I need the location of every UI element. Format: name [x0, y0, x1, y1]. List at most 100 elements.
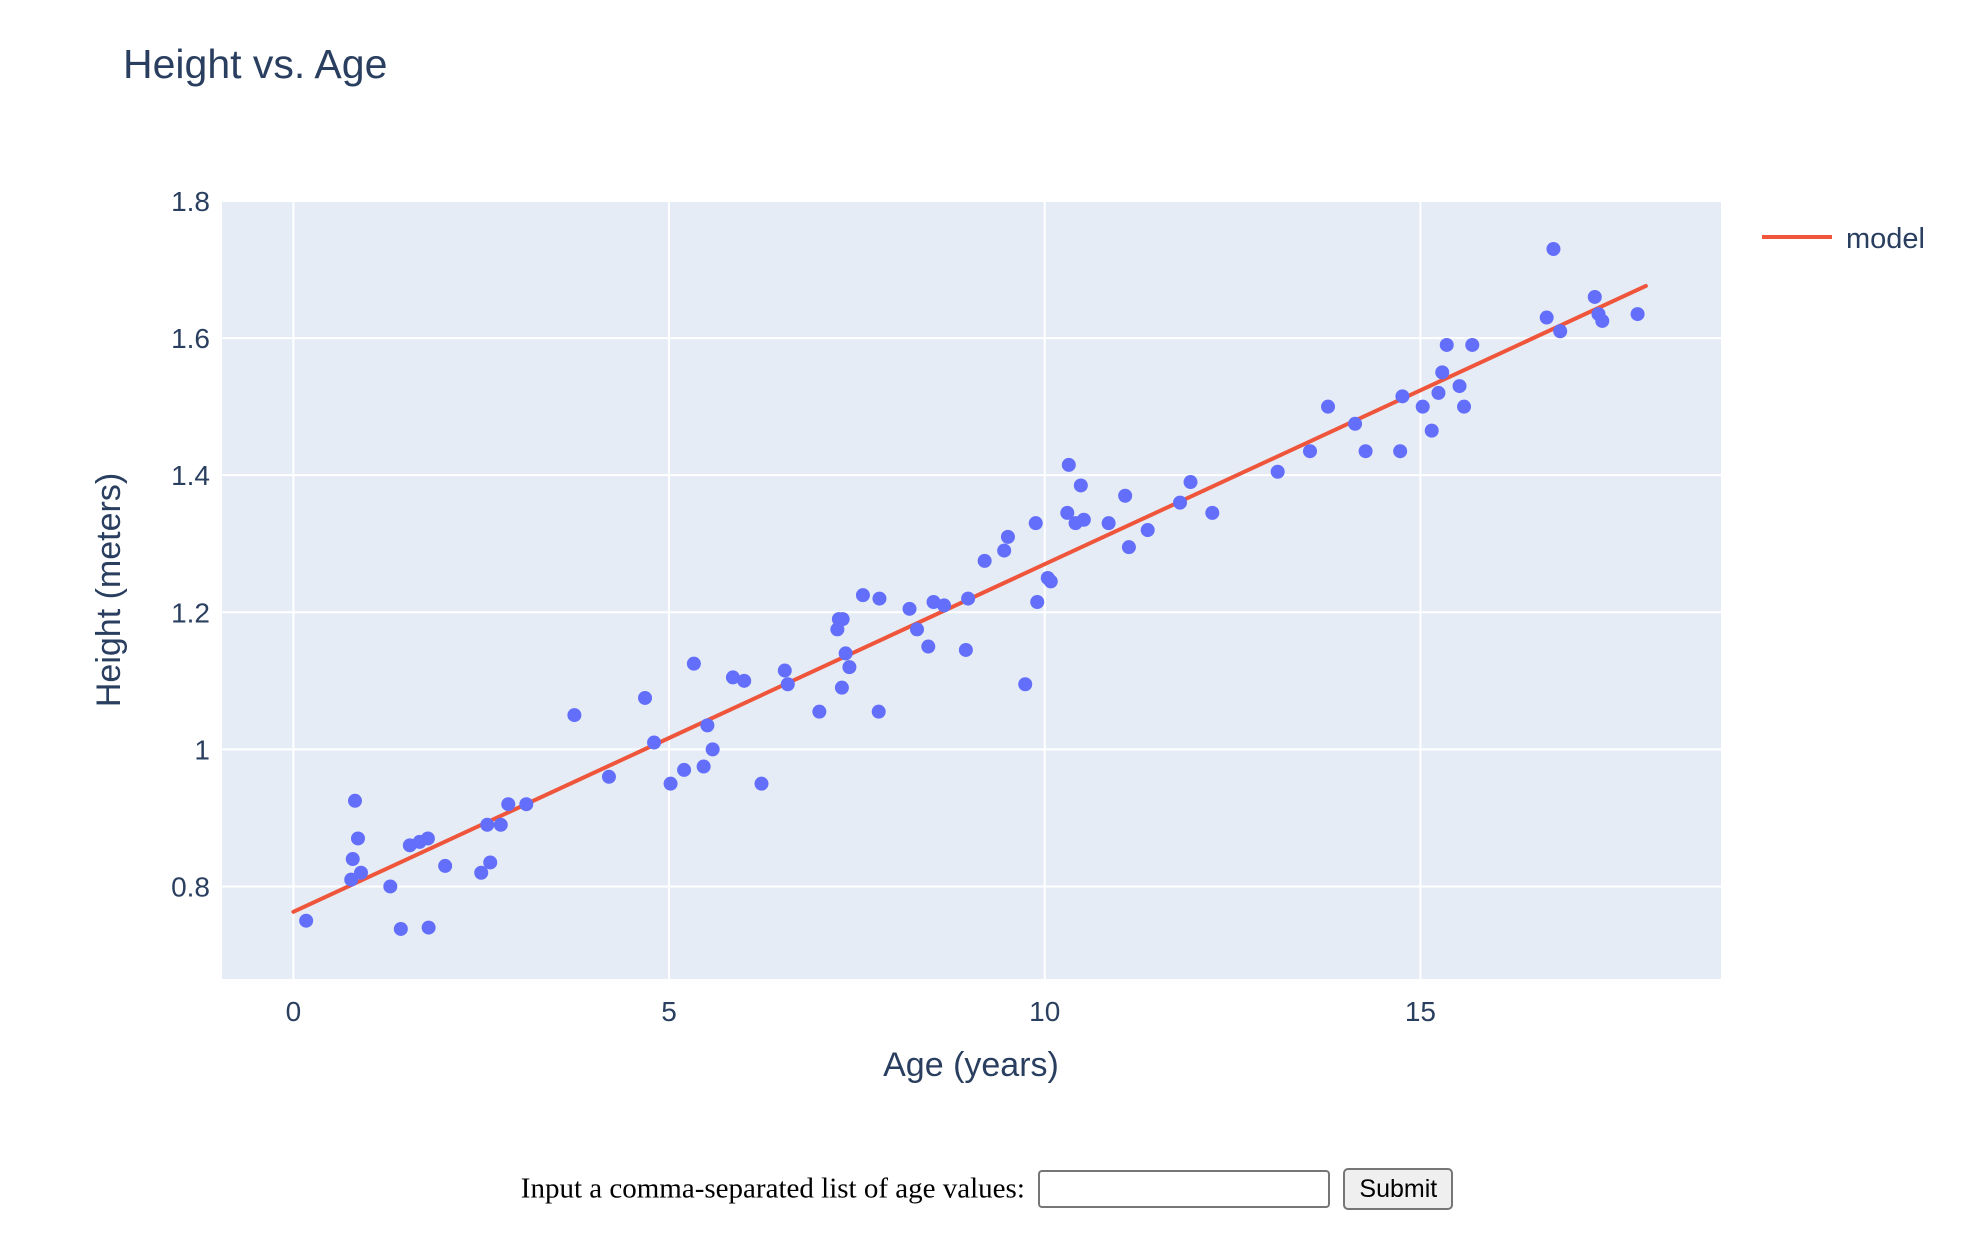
age-input-form: Input a comma-separated list of age valu… — [0, 1168, 1974, 1210]
data-point[interactable] — [1395, 389, 1410, 404]
data-point[interactable] — [1030, 594, 1045, 609]
data-point[interactable] — [1000, 529, 1015, 544]
data-point[interactable] — [1424, 423, 1439, 438]
x-tick-label: 5 — [661, 996, 677, 1027]
data-point[interactable] — [1060, 505, 1075, 520]
data-point[interactable] — [834, 680, 849, 695]
data-point[interactable] — [474, 865, 489, 880]
data-point[interactable] — [961, 591, 976, 606]
data-point[interactable] — [483, 855, 498, 870]
data-point[interactable] — [872, 591, 887, 606]
data-point[interactable] — [1073, 478, 1088, 493]
data-point[interactable] — [1028, 516, 1043, 531]
data-point[interactable] — [921, 639, 936, 654]
data-point[interactable] — [700, 718, 715, 733]
data-point[interactable] — [1101, 516, 1116, 531]
data-point[interactable] — [1173, 495, 1188, 510]
data-point[interactable] — [501, 797, 516, 812]
data-point[interactable] — [696, 759, 711, 774]
data-point[interactable] — [354, 865, 369, 880]
data-point[interactable] — [663, 776, 678, 791]
data-point[interactable] — [1435, 365, 1450, 380]
data-point[interactable] — [997, 543, 1012, 558]
data-point[interactable] — [977, 553, 992, 568]
data-point[interactable] — [777, 663, 792, 678]
data-point[interactable] — [1546, 241, 1561, 256]
data-point[interactable] — [1121, 540, 1136, 555]
data-point[interactable] — [677, 762, 692, 777]
data-point[interactable] — [1457, 399, 1472, 414]
data-point[interactable] — [638, 690, 653, 705]
data-point[interactable] — [1393, 444, 1408, 459]
data-points — [299, 241, 1645, 936]
data-point[interactable] — [1553, 324, 1568, 339]
y-tick-label: 1.8 — [171, 186, 210, 217]
data-point[interactable] — [299, 913, 314, 928]
age-input-label: Input a comma-separated list of age valu… — [520, 1172, 1025, 1205]
data-point[interactable] — [910, 622, 925, 637]
data-point[interactable] — [1140, 523, 1155, 538]
data-point[interactable] — [838, 646, 853, 661]
data-point[interactable] — [705, 742, 720, 757]
x-tick-label: 0 — [286, 996, 302, 1027]
data-point[interactable] — [754, 776, 769, 791]
data-point[interactable] — [567, 708, 582, 723]
data-point[interactable] — [1465, 337, 1480, 352]
data-point[interactable] — [393, 921, 408, 936]
data-point[interactable] — [1183, 475, 1198, 490]
data-point[interactable] — [1439, 337, 1454, 352]
data-point[interactable] — [1415, 399, 1430, 414]
data-point[interactable] — [871, 704, 886, 719]
gridlines — [222, 200, 1721, 979]
data-point[interactable] — [420, 831, 435, 846]
y-tick-label: 1.4 — [171, 460, 210, 491]
data-point[interactable] — [1205, 505, 1220, 520]
data-point[interactable] — [1302, 444, 1317, 459]
data-point[interactable] — [383, 879, 398, 894]
height-age-chart: Height vs. Age 0 5 10 15 0.8 1 1.2 1.4 1.6 1.8 A… — [90, 41, 1925, 1084]
data-point[interactable] — [1358, 444, 1373, 459]
data-point[interactable] — [1452, 379, 1467, 394]
data-point[interactable] — [350, 831, 365, 846]
data-point[interactable] — [855, 588, 870, 603]
x-axis-label: Age (years) — [883, 1046, 1059, 1084]
data-point[interactable] — [812, 704, 827, 719]
data-point[interactable] — [725, 670, 740, 685]
submit-button[interactable]: Submit — [1343, 1168, 1454, 1210]
data-point[interactable] — [902, 601, 917, 616]
data-point[interactable] — [1118, 488, 1133, 503]
data-point[interactable] — [842, 660, 857, 675]
data-point[interactable] — [345, 852, 360, 867]
data-point[interactable] — [1587, 289, 1602, 304]
data-point[interactable] — [780, 677, 795, 692]
age-values-input[interactable] — [1038, 1170, 1331, 1208]
data-point[interactable] — [480, 817, 495, 832]
data-point[interactable] — [958, 642, 973, 657]
data-point[interactable] — [344, 872, 359, 887]
data-point[interactable] — [347, 793, 362, 808]
data-point[interactable] — [835, 612, 850, 627]
data-point[interactable] — [601, 769, 616, 784]
data-point[interactable] — [1348, 416, 1363, 431]
data-point[interactable] — [519, 797, 534, 812]
data-point[interactable] — [926, 594, 941, 609]
data-point[interactable] — [1270, 464, 1285, 479]
data-point[interactable] — [493, 817, 508, 832]
data-point[interactable] — [737, 673, 752, 688]
data-point[interactable] — [1018, 677, 1033, 692]
data-point[interactable] — [647, 735, 662, 750]
data-point[interactable] — [937, 598, 952, 613]
data-point[interactable] — [1061, 457, 1076, 472]
data-point[interactable] — [1076, 512, 1091, 527]
data-point[interactable] — [686, 656, 701, 671]
data-point[interactable] — [421, 920, 436, 935]
data-point[interactable] — [1539, 310, 1554, 325]
data-point[interactable] — [438, 858, 453, 873]
data-point[interactable] — [830, 622, 845, 637]
legend[interactable]: model — [1762, 223, 1925, 255]
data-point[interactable] — [1043, 574, 1058, 589]
data-point[interactable] — [1321, 399, 1336, 414]
data-point[interactable] — [1431, 385, 1446, 400]
data-point[interactable] — [1595, 313, 1610, 328]
data-point[interactable] — [1630, 307, 1645, 322]
